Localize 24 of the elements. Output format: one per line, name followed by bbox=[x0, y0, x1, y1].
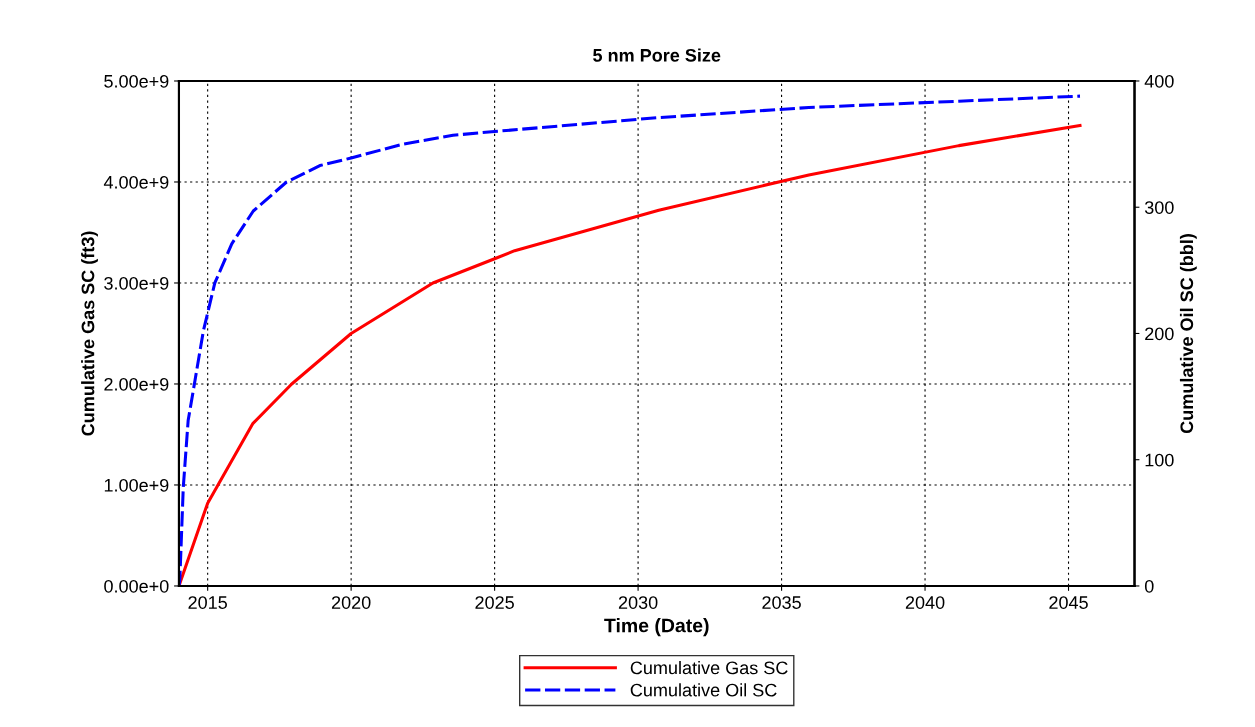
x-tick-label: 2015 bbox=[188, 596, 227, 609]
legend-label: Cumulative Gas SC bbox=[630, 661, 788, 675]
x-tick-label: 2020 bbox=[331, 596, 371, 609]
x-tick-label: 2030 bbox=[618, 596, 658, 609]
y-tick-label: 0.00e+0 bbox=[104, 579, 169, 593]
y-tick-label: 4.00e+9 bbox=[103, 175, 169, 189]
y-tick-label: 3.00e+9 bbox=[104, 276, 169, 290]
legend-label: Cumulative Oil SC bbox=[630, 683, 777, 697]
x-tick-label: 2045 bbox=[1049, 596, 1088, 609]
y2-tick-label: 300 bbox=[1144, 201, 1174, 214]
x-tick-label: 2035 bbox=[762, 596, 801, 609]
x-axis-title: Time (Date) bbox=[604, 618, 709, 637]
x-tick-label: 2040 bbox=[905, 596, 945, 609]
y2-tick-label: 100 bbox=[1145, 453, 1174, 467]
x-tick-label: 2025 bbox=[475, 596, 514, 609]
y-tick-label: 2.00e+9 bbox=[104, 377, 169, 391]
y2-axis-title: Cumulative Oil SC (bbl) bbox=[1179, 234, 1197, 434]
y2-tick-label: 400 bbox=[1144, 74, 1174, 88]
y2-tick-label: 0 bbox=[1144, 579, 1154, 593]
chart-title: 5 nm Pore Size bbox=[593, 48, 721, 62]
y-tick-label: 5.00e+9 bbox=[104, 74, 169, 88]
y-axis-title: Cumulative Gas SC (ft3) bbox=[81, 231, 98, 436]
y2-tick-label: 200 bbox=[1145, 327, 1174, 341]
y-tick-label: 1.00e+9 bbox=[104, 478, 169, 492]
